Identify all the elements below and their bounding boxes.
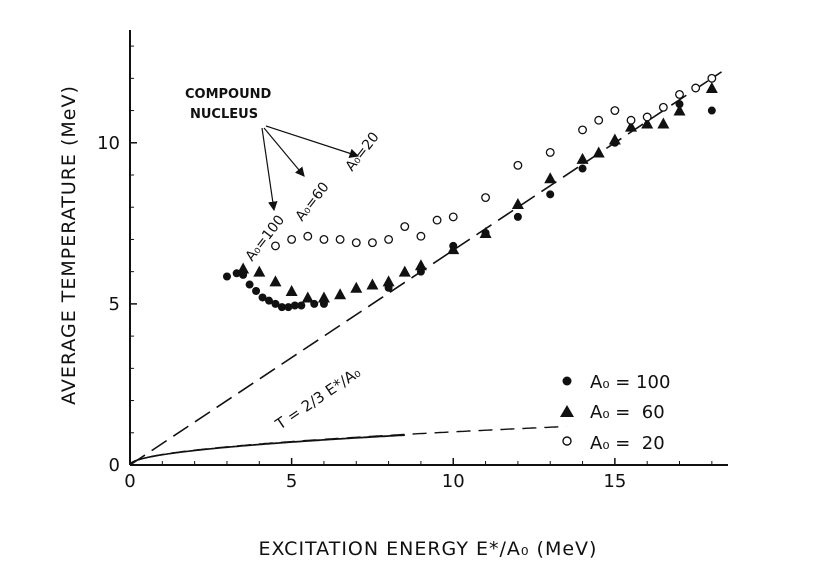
data-point-a20	[545, 147, 555, 157]
arrow-to-100	[261, 127, 278, 212]
data-point-a100	[245, 280, 254, 289]
data-point-a20	[642, 112, 652, 122]
data-point-a20	[658, 102, 668, 112]
data-point-a20	[626, 115, 636, 125]
data-point-a60	[544, 172, 557, 184]
data-point-a20	[594, 115, 604, 125]
data-point-a60	[317, 291, 330, 303]
x-tick-label: 5	[286, 471, 297, 492]
data-point-a20	[610, 106, 620, 116]
data-point-a60	[673, 104, 686, 116]
y-tick-label: 0	[109, 455, 120, 476]
data-point-a100	[222, 272, 231, 281]
data-point-a60	[592, 146, 605, 158]
legend: A₀ = 100 A₀ = 60 A₀ = 20	[560, 372, 670, 454]
data-point-a20	[303, 231, 313, 241]
curve-label-20: A₀=20	[343, 129, 383, 174]
data-point-a100	[297, 301, 306, 310]
data-point-a100	[284, 303, 293, 312]
data-point-a100	[271, 299, 280, 308]
data-point-a60	[334, 288, 347, 300]
data-point-a20	[513, 160, 523, 170]
curve-label-60: A₀=60	[293, 179, 333, 224]
legend-label-100: A₀ = 100	[590, 372, 670, 393]
data-point-a60	[366, 278, 379, 290]
data-point-a60	[350, 281, 363, 293]
data-point-a20	[578, 125, 587, 135]
data-point-a100	[546, 190, 555, 199]
legend-marker-20	[562, 436, 572, 446]
x-tick-label: 10	[442, 471, 465, 492]
compound-title-2: NUCLEUS	[190, 107, 258, 122]
data-point-a100	[277, 303, 286, 312]
curve-label-100: A₀=100	[243, 212, 289, 264]
data-point-a60	[253, 265, 266, 277]
legend-label-60: A₀ = 60	[590, 402, 665, 423]
data-points	[222, 73, 718, 312]
data-point-a100	[578, 164, 587, 173]
line-label: T = 2/3 E*/A₀	[271, 363, 364, 434]
data-point-a100	[258, 293, 267, 302]
data-point-a60	[608, 133, 621, 145]
data-point-a20	[400, 222, 410, 232]
arrow-to-60	[263, 127, 305, 177]
data-point-a60	[237, 262, 250, 274]
data-point-a60	[625, 120, 638, 132]
data-point-a20	[351, 238, 361, 248]
data-point-a20	[416, 231, 426, 241]
data-point-a20	[271, 241, 280, 251]
data-point-a60	[382, 275, 395, 287]
data-point-a100	[675, 100, 684, 109]
y-tick-label: 5	[109, 294, 120, 315]
compound-title-1: COMPOUND	[185, 87, 272, 102]
compound-curve	[129, 434, 405, 466]
data-point-a20	[432, 215, 442, 225]
data-point-a60	[269, 275, 282, 287]
data-point-a20	[335, 234, 345, 244]
data-point-a20	[707, 73, 717, 83]
compound-curve	[129, 434, 405, 466]
data-point-a100	[707, 106, 716, 115]
arrow-to-20	[265, 125, 360, 158]
data-point-a60	[511, 198, 524, 209]
data-point-a20	[481, 193, 491, 203]
data-point-a100	[513, 212, 522, 221]
x-tick-label: 0	[124, 471, 135, 492]
compound-curves	[129, 425, 567, 466]
data-point-a60	[285, 285, 298, 296]
data-point-a60	[641, 117, 654, 129]
data-point-a60	[705, 82, 718, 93]
data-point-a20	[384, 234, 394, 244]
x-axis-label: EXCITATION ENERGY E*/A₀ (MeV)	[259, 538, 598, 560]
data-point-a20	[675, 89, 684, 99]
y-axis-label: AVERAGE TEMPERATURE (MeV)	[58, 85, 80, 405]
data-point-a100	[290, 301, 299, 310]
data-point-a60	[657, 117, 670, 129]
data-point-a60	[447, 243, 460, 255]
data-point-a20	[287, 234, 297, 244]
data-point-a100	[264, 296, 273, 305]
data-point-a60	[479, 227, 492, 238]
ticks: 0 5 10 15 0 5 10	[97, 45, 713, 492]
data-point-a20	[448, 212, 458, 222]
x-tick-label: 15	[603, 471, 626, 492]
data-point-a60	[414, 259, 427, 271]
data-point-a100	[252, 287, 261, 295]
compound-curve	[129, 425, 567, 466]
data-point-a20	[691, 83, 701, 93]
data-point-a20	[319, 234, 329, 244]
legend-label-20: A₀ = 20	[590, 433, 665, 454]
data-point-a60	[301, 291, 314, 303]
legend-marker-100	[562, 376, 572, 386]
data-point-a60	[398, 265, 411, 277]
y-tick-label: 10	[97, 133, 120, 154]
legend-marker-60	[560, 405, 574, 417]
data-point-a20	[367, 238, 377, 248]
data-point-a60	[576, 152, 589, 164]
